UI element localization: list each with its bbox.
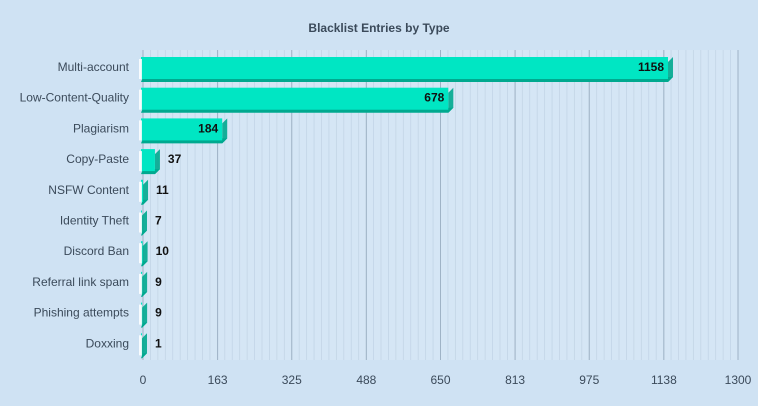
bar-side — [142, 333, 147, 359]
bar-side — [143, 179, 149, 205]
bar-value-label: 9 — [155, 306, 162, 320]
bar-side — [142, 302, 148, 328]
bar-value-label: 9 — [155, 275, 162, 289]
bar-highlight — [139, 59, 142, 79]
bar-highlight — [139, 243, 142, 264]
x-tick-label: 0 — [140, 373, 147, 387]
bar-side — [448, 87, 454, 113]
x-tick-label: 1138 — [651, 373, 677, 387]
bar-side — [142, 241, 148, 267]
y-category-label: NSFW Content — [48, 183, 129, 197]
bar-doxxing — [139, 333, 147, 359]
bar-low-content-quality — [139, 87, 454, 113]
labels: 0 163 325 488 650 813 975 1138 1300 Multi-account… — [20, 60, 752, 387]
bar-nsfw-content — [139, 179, 149, 205]
bar-face — [141, 179, 144, 202]
x-tick-label: 1300 — [725, 373, 752, 387]
y-category-label: Plagiarism — [73, 121, 129, 135]
bar-highlight — [139, 181, 142, 202]
bar-face — [141, 118, 223, 141]
bar-highlight — [139, 335, 142, 356]
bar-referral-link-spam — [139, 271, 148, 297]
x-tick-label: 325 — [282, 373, 302, 387]
bar-side — [668, 57, 674, 82]
y-category-label: Referral link spam — [32, 275, 129, 289]
y-category-label: Multi-account — [58, 60, 130, 74]
x-tick-label: 488 — [356, 373, 376, 387]
chart-title: Blacklist Entries by Type — [308, 21, 449, 35]
x-tick-label: 813 — [505, 373, 525, 387]
bar-face — [141, 57, 669, 79]
bar-value-label: 7 — [155, 214, 162, 228]
bar-discord-ban — [139, 241, 148, 267]
y-category-label: Low-Content-Quality — [20, 91, 129, 105]
bar-side — [142, 210, 147, 236]
bar-side — [154, 149, 160, 175]
y-category-label: Discord Ban — [64, 244, 129, 258]
bar-value-label: 1 — [155, 336, 162, 350]
bar-copy-paste — [139, 149, 160, 175]
bar-value-label: 10 — [156, 244, 170, 258]
bar-plagiarism — [139, 118, 228, 144]
bar-highlight — [139, 120, 142, 141]
bar-side — [222, 118, 228, 144]
bar-highlight — [139, 304, 142, 325]
y-category-label: Identity Theft — [60, 214, 130, 228]
y-category-label: Phishing attempts — [34, 306, 129, 320]
bars — [139, 57, 674, 359]
bar-face — [141, 149, 155, 172]
bar-phishing-attempts — [139, 302, 148, 328]
bar-value-label: 1158 — [638, 60, 664, 74]
x-tick-label: 650 — [430, 373, 450, 387]
x-tick-label: 975 — [579, 373, 599, 387]
bar-side — [142, 271, 148, 297]
bar-highlight — [139, 273, 142, 294]
bar-face — [141, 87, 449, 110]
bar-highlight — [139, 89, 142, 110]
bar-identity-theft — [139, 210, 147, 236]
bar-highlight — [139, 151, 142, 172]
bar-value-label: 184 — [198, 121, 218, 135]
y-category-label: Doxxing — [86, 336, 129, 350]
x-tick-label: 163 — [208, 373, 228, 387]
bar-value-label: 678 — [424, 91, 444, 105]
bar-value-label: 11 — [156, 183, 169, 197]
bar-value-label: 37 — [168, 152, 182, 166]
y-category-label: Copy-Paste — [66, 152, 129, 166]
bar-highlight — [139, 212, 142, 233]
bar-multi-account — [139, 57, 674, 82]
